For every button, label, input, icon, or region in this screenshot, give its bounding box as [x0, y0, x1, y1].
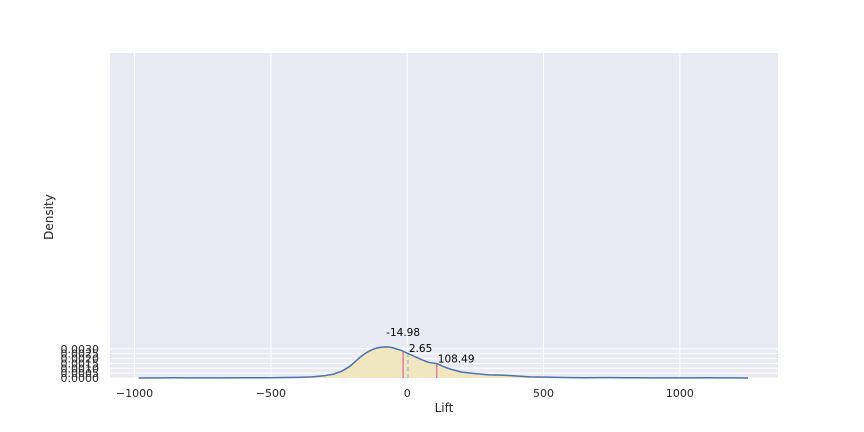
plot-background [110, 53, 778, 378]
curve-layer [138, 346, 749, 379]
y-tick-label: 0.0000 [61, 372, 100, 385]
x-axis-ticks: −1000 −500 0 500 1000 [116, 387, 694, 400]
marker-2-65-label: 2.65 [409, 343, 432, 355]
annotation-layer: -14.98 2.65 108.49 [386, 327, 474, 365]
x-tick-label: 500 [533, 387, 554, 400]
y-tick-label: 0.0020 [61, 353, 100, 366]
y-tick-label: 0.0010 [61, 362, 100, 375]
density-fill [138, 346, 749, 378]
fill-layer [138, 346, 749, 378]
density-curve [138, 346, 749, 379]
y-tick-label: 0.0030 [61, 343, 100, 356]
x-tick-label: −1000 [116, 387, 153, 400]
x-tick-label: 0 [404, 387, 411, 400]
y-axis-label: Density [42, 194, 56, 240]
y-axis-ticks: 0.00000.00050.00100.00150.00200.00250.00… [61, 343, 100, 385]
y-tick-label: 0.0015 [61, 357, 100, 370]
marker-neg-14-98-label: -14.98 [386, 327, 420, 339]
x-tick-label: 1000 [666, 387, 694, 400]
marker-layer [402, 351, 438, 378]
x-axis-label: Lift [435, 401, 454, 415]
x-tick-label: −500 [256, 387, 286, 400]
y-tick-label: 0.0005 [61, 367, 100, 380]
y-tick-label: 0.0025 [61, 348, 100, 361]
marker-108-49-label: 108.49 [438, 354, 475, 366]
